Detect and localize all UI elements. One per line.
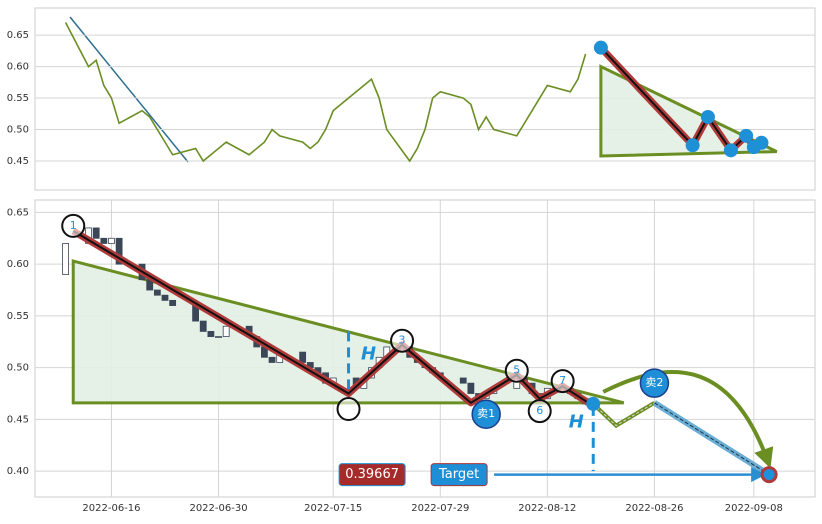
candle-body bbox=[268, 356, 276, 363]
pivot-circle bbox=[61, 213, 86, 238]
sell-circle bbox=[639, 368, 670, 398]
pivot-circle bbox=[550, 369, 575, 394]
h-label: H bbox=[361, 343, 376, 364]
candle-body bbox=[299, 351, 307, 363]
pivot-circle bbox=[336, 397, 361, 422]
y-tick-label: 0.60 bbox=[7, 259, 29, 270]
y-tick-label: 0.55 bbox=[7, 93, 29, 104]
pivot-label: 3 bbox=[399, 334, 406, 347]
y-tick-label: 0.55 bbox=[7, 311, 29, 322]
candle-body bbox=[153, 289, 161, 296]
candle-body bbox=[108, 237, 115, 244]
candle-body bbox=[459, 377, 467, 384]
candle-body bbox=[467, 382, 475, 394]
pivot-dot bbox=[593, 40, 608, 55]
x-tick-label: 2022-08-12 bbox=[518, 503, 576, 514]
triangle-pattern bbox=[599, 64, 778, 158]
y-tick-label: 0.50 bbox=[7, 363, 29, 374]
y-tick-label: 0.65 bbox=[7, 30, 29, 41]
x-tick-label: 2022-08-26 bbox=[625, 503, 683, 514]
pointer-arrow bbox=[69, 16, 189, 163]
candle-body bbox=[169, 299, 177, 306]
target-label: Target bbox=[438, 467, 479, 482]
price-line bbox=[64, 22, 587, 163]
pivot-circle bbox=[504, 358, 529, 383]
pivot-dot bbox=[685, 138, 700, 153]
y-tick-label: 0.50 bbox=[7, 125, 29, 136]
x-tick-label: 2022-09-08 bbox=[725, 503, 783, 514]
prediction-start bbox=[586, 396, 601, 411]
candle-body bbox=[92, 227, 100, 239]
x-tick-label: 2022-06-16 bbox=[82, 503, 140, 514]
pivot-dot bbox=[723, 143, 738, 158]
pivot-dot bbox=[754, 135, 769, 150]
y-tick-label: 0.65 bbox=[7, 207, 29, 218]
candle-body bbox=[222, 325, 230, 337]
sell-label: 卖1 bbox=[477, 407, 495, 420]
target-value-box bbox=[338, 463, 406, 487]
candle-body bbox=[161, 294, 169, 301]
pivot-dot bbox=[700, 109, 715, 124]
pivot-label: 1 bbox=[70, 219, 77, 232]
target-box bbox=[430, 463, 488, 487]
h-label: H bbox=[569, 412, 584, 433]
x-tick-label: 2022-07-29 bbox=[411, 503, 469, 514]
x-tick-label: 2022-06-30 bbox=[189, 503, 247, 514]
target-path bbox=[654, 402, 770, 475]
y-tick-label: 0.60 bbox=[7, 62, 29, 73]
y-tick-label: 0.45 bbox=[7, 156, 29, 167]
prediction-line bbox=[592, 402, 655, 427]
pivot-label: 7 bbox=[559, 374, 566, 387]
y-tick-label: 0.45 bbox=[7, 414, 29, 425]
candle-body bbox=[62, 243, 69, 275]
pivot-circle bbox=[527, 399, 552, 424]
pivot-label: 6 bbox=[536, 404, 543, 417]
candle-body bbox=[115, 237, 123, 265]
top-panel bbox=[34, 7, 816, 191]
curve-arrow bbox=[602, 369, 774, 469]
target-value: 0.39667 bbox=[345, 467, 399, 482]
target-dot bbox=[760, 466, 778, 484]
x-tick-label: 2022-07-15 bbox=[304, 503, 362, 514]
pivot-dot bbox=[739, 128, 754, 143]
pivot-circle bbox=[390, 328, 415, 353]
candle-body bbox=[207, 331, 215, 337]
candle-body bbox=[100, 237, 108, 244]
y-tick-label: 0.40 bbox=[7, 466, 29, 477]
candle-body bbox=[199, 320, 207, 332]
sell-circle bbox=[471, 399, 501, 429]
candle-body bbox=[215, 336, 222, 338]
pivot-label: 5 bbox=[513, 364, 520, 377]
sell-label: 卖2 bbox=[645, 376, 663, 389]
